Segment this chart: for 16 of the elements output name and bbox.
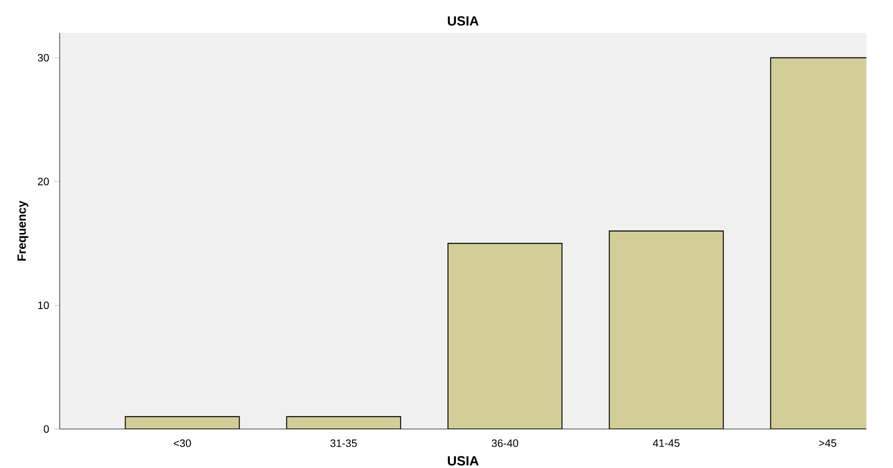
y-tick-label: 30 xyxy=(38,54,49,62)
x-tick-label: 36-40 xyxy=(492,439,518,447)
x-tick-label: 31-35 xyxy=(330,439,357,447)
bar xyxy=(125,416,240,430)
bar xyxy=(608,230,724,430)
x-tick-label: >45 xyxy=(819,439,836,447)
y-tick-label: 0 xyxy=(44,425,49,433)
y-axis-title: Frequency xyxy=(18,200,28,261)
y-tick-label: 10 xyxy=(38,301,49,310)
x-tick-label: 41-45 xyxy=(652,439,680,447)
x-tick-label: <30 xyxy=(174,439,191,447)
chart-title: USIA xyxy=(448,16,479,26)
x-axis-title: USIA xyxy=(448,456,479,466)
bar xyxy=(286,416,401,430)
y-tick-label: 20 xyxy=(38,178,49,186)
bar xyxy=(448,242,562,430)
